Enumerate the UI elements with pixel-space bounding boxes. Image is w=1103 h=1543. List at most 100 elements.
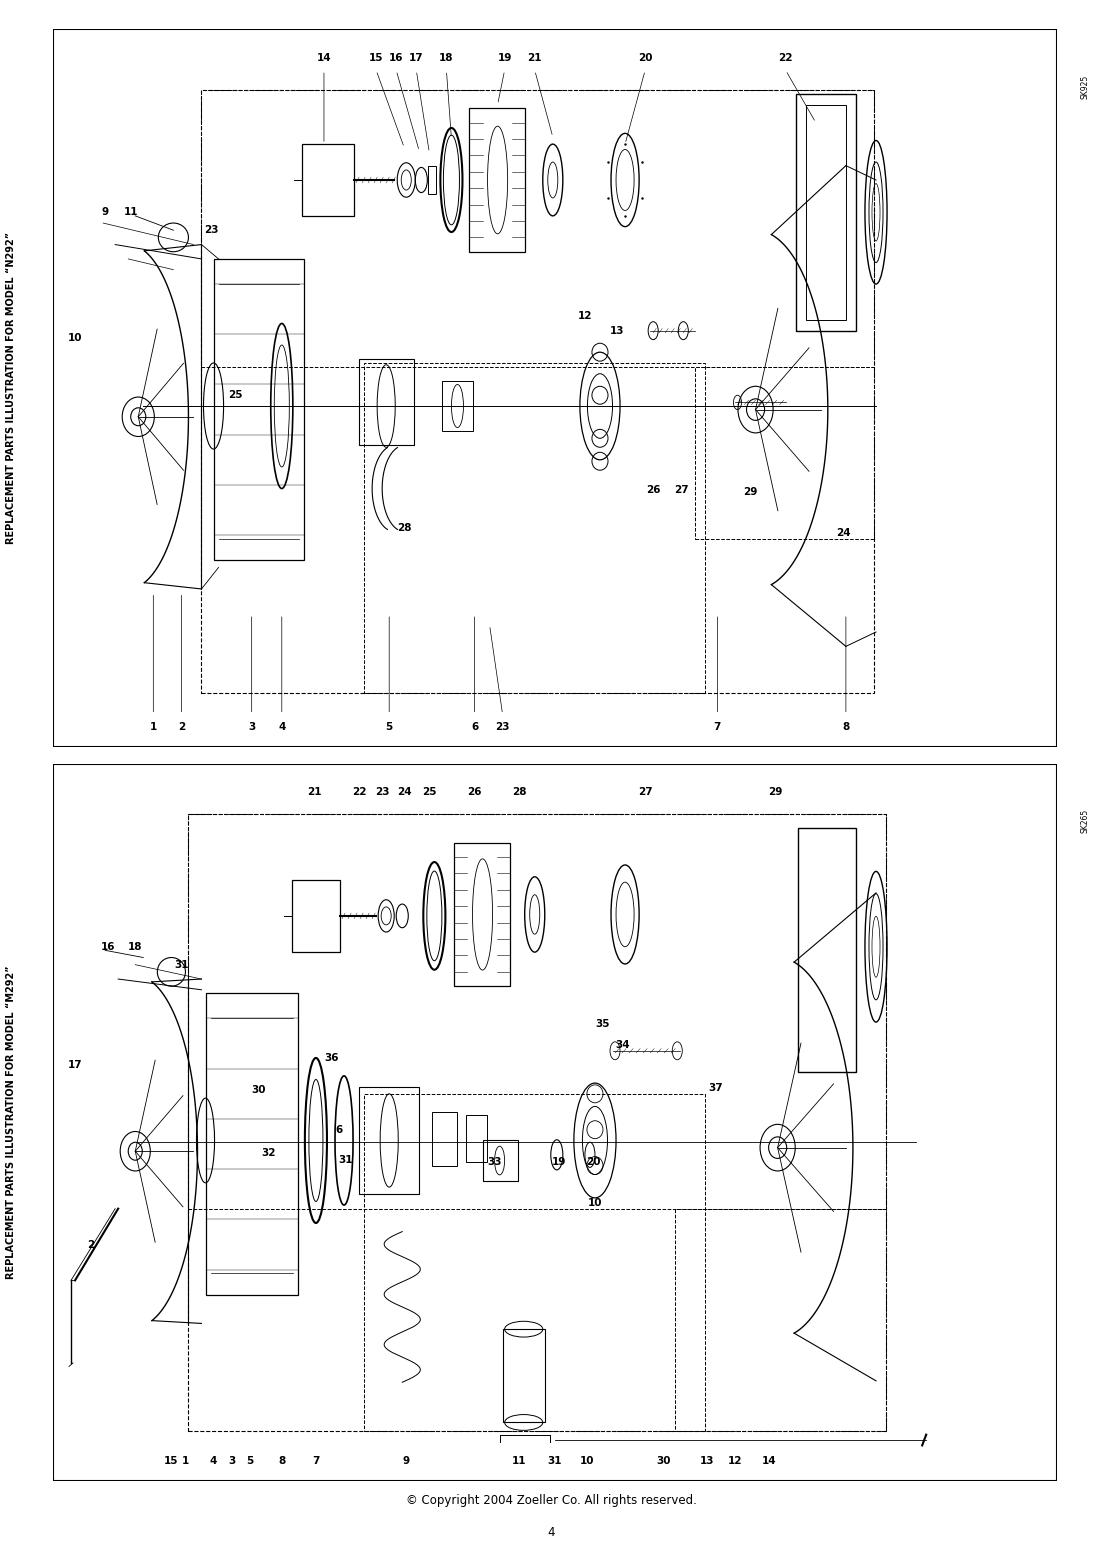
Text: 23: 23	[204, 225, 218, 235]
Text: 17: 17	[409, 52, 424, 63]
Text: 14: 14	[762, 1457, 777, 1466]
Text: 2: 2	[178, 722, 185, 731]
Text: 22: 22	[779, 52, 793, 63]
Text: 6: 6	[335, 1125, 343, 1134]
Text: 9: 9	[101, 207, 109, 218]
Text: © Copyright 2004 Zoeller Co. All rights reserved.: © Copyright 2004 Zoeller Co. All rights …	[406, 1494, 697, 1508]
Text: 9: 9	[403, 1457, 410, 1466]
Bar	[695, 367, 874, 539]
Text: 30: 30	[251, 1085, 266, 1096]
Bar	[797, 829, 856, 1072]
Text: 7: 7	[714, 722, 721, 731]
Text: 28: 28	[397, 523, 411, 532]
Text: 3: 3	[228, 1457, 235, 1466]
Text: 6: 6	[471, 722, 478, 731]
Text: 23: 23	[495, 722, 510, 731]
Text: 12: 12	[728, 1457, 742, 1466]
Text: 34: 34	[615, 1040, 631, 1051]
Bar	[214, 259, 303, 560]
Bar	[428, 165, 437, 194]
Text: 12: 12	[578, 312, 592, 321]
Text: 13: 13	[610, 326, 624, 336]
Text: 33: 33	[488, 1157, 502, 1167]
Text: 5: 5	[246, 1457, 254, 1466]
Text: 2: 2	[87, 1239, 95, 1250]
Bar	[205, 994, 298, 1295]
Text: 37: 37	[708, 1083, 722, 1092]
Text: 25: 25	[422, 787, 437, 798]
Text: 31: 31	[339, 1154, 353, 1165]
Bar	[442, 381, 472, 430]
Bar	[795, 94, 856, 330]
Text: 22: 22	[352, 787, 366, 798]
Text: 20: 20	[638, 52, 652, 63]
Bar	[202, 91, 874, 693]
Text: 5: 5	[386, 722, 393, 731]
Text: REPLACEMENT PARTS ILLUSTRATION FOR MODEL “N292”: REPLACEMENT PARTS ILLUSTRATION FOR MODEL…	[6, 231, 15, 545]
Bar	[189, 815, 886, 1208]
Bar	[364, 363, 706, 693]
Text: 30: 30	[656, 1457, 671, 1466]
Text: 4: 4	[210, 1457, 217, 1466]
Text: 31: 31	[547, 1457, 563, 1466]
Text: 26: 26	[468, 787, 482, 798]
Bar	[292, 880, 340, 952]
Text: 24: 24	[397, 787, 411, 798]
Text: 14: 14	[317, 52, 331, 63]
Bar	[482, 1140, 517, 1182]
Text: 16: 16	[389, 52, 404, 63]
Text: 1: 1	[182, 1457, 189, 1466]
Text: 11: 11	[124, 207, 139, 218]
Text: 20: 20	[586, 1157, 600, 1167]
Text: 10: 10	[67, 333, 83, 343]
Bar	[189, 815, 886, 1430]
Text: 19: 19	[497, 52, 512, 63]
Bar	[432, 1113, 458, 1165]
Text: 29: 29	[743, 488, 758, 497]
Text: 18: 18	[439, 52, 453, 63]
Text: REPLACEMENT PARTS ILLUSTRATION FOR MODEL “M292”: REPLACEMENT PARTS ILLUSTRATION FOR MODEL…	[6, 966, 15, 1279]
Text: 17: 17	[67, 1060, 83, 1071]
Bar	[360, 1086, 419, 1194]
Text: 15: 15	[164, 1457, 179, 1466]
Text: 24: 24	[836, 528, 852, 539]
Text: 11: 11	[512, 1457, 526, 1466]
Bar	[364, 1094, 706, 1430]
Text: 1: 1	[150, 722, 157, 731]
Text: 8: 8	[843, 722, 849, 731]
Text: 26: 26	[646, 485, 661, 495]
Text: 16: 16	[100, 941, 116, 952]
Bar	[302, 143, 354, 216]
Text: 18: 18	[128, 941, 142, 952]
Bar	[202, 91, 874, 367]
Bar	[470, 108, 525, 252]
Text: 27: 27	[674, 485, 688, 495]
Text: 23: 23	[375, 787, 389, 798]
Text: 25: 25	[228, 390, 243, 400]
Text: 7: 7	[312, 1457, 320, 1466]
Bar	[805, 105, 846, 319]
Text: 36: 36	[324, 1052, 340, 1063]
Bar	[675, 1208, 886, 1430]
Text: 27: 27	[638, 787, 653, 798]
Text: SK925: SK925	[1080, 74, 1090, 99]
Text: 13: 13	[700, 1457, 715, 1466]
Text: 3: 3	[248, 722, 255, 731]
Text: 4: 4	[548, 1526, 555, 1538]
Text: 15: 15	[368, 52, 384, 63]
Text: 21: 21	[307, 787, 321, 798]
Bar	[454, 842, 510, 986]
Bar	[467, 1116, 486, 1162]
Text: 8: 8	[278, 1457, 286, 1466]
Text: 31: 31	[174, 960, 189, 969]
Text: 10: 10	[588, 1197, 602, 1208]
Text: 28: 28	[513, 787, 527, 798]
Bar	[360, 360, 415, 446]
Bar	[503, 1329, 545, 1423]
Text: 35: 35	[596, 1018, 610, 1029]
Text: 32: 32	[261, 1148, 276, 1157]
Text: 19: 19	[552, 1157, 566, 1167]
Text: 10: 10	[580, 1457, 595, 1466]
Text: 21: 21	[527, 52, 542, 63]
Text: 29: 29	[769, 787, 783, 798]
